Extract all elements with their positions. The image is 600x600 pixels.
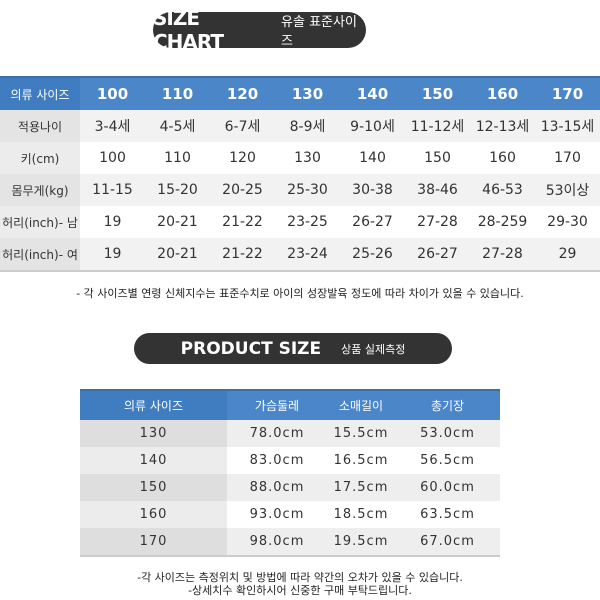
table-row: 허리(inch)- 여 19 20-21 21-22 23-24 25-26 26-27 27… (0, 238, 600, 271)
header-cell: 의류 사이즈 (0, 76, 80, 110)
table-cell: 100 (99, 150, 126, 166)
header-cell: 170 (535, 76, 600, 110)
size-chart-note: - 각 사이즈별 연령 신체지수는 표준수치로 아이의 성장발육 정도에 따라 … (76, 287, 524, 300)
table-cell: 23-24 (275, 238, 340, 271)
row-label: 적용나이 (0, 110, 80, 142)
header-cell: 의류 사이즈 (80, 389, 227, 420)
table-cell: 20-21 (157, 214, 198, 230)
row-label: 허리(inch)- 여 (0, 238, 80, 271)
table-cell: 46-53 (470, 174, 535, 206)
table-row: 170 98.0cm 19.5cm 67.0cm (80, 528, 500, 556)
table-cell: 3-4세 (80, 110, 145, 142)
header-cell: 총기장 (395, 389, 500, 420)
table-cell: 25-30 (275, 174, 340, 206)
table-cell: 23-25 (287, 214, 328, 230)
table-row: 키(cm) 100 110 120 130 140 150 160 170 (0, 142, 600, 174)
table-cell: 28-259 (477, 214, 528, 230)
header-cell: 소매길이 (327, 389, 395, 420)
table-row: 허리(inch)- 남 19 20-21 21-22 23-25 26-27 27-28 28… (0, 206, 600, 238)
table-cell: 78.0cm (227, 420, 327, 447)
header-cell: 130 (275, 76, 340, 110)
table-cell: 27-28 (470, 238, 535, 271)
table-row: 140 83.0cm 16.5cm 56.5cm (80, 447, 500, 474)
table-cell: 130 (294, 150, 321, 166)
table-cell: 15-20 (145, 174, 210, 206)
title-en: SIZE CHART (153, 6, 224, 54)
table-row: 몸무게(kg) 11-15 15-20 20-25 25-30 30-38 38-46 46-… (0, 174, 600, 206)
table-cell: 83.0cm (249, 453, 305, 468)
table-cell: 21-22 (210, 238, 275, 271)
table-cell: 56.5cm (420, 453, 475, 468)
table-cell: 120 (229, 150, 256, 166)
table-cell: 60.0cm (395, 474, 500, 501)
row-label: 130 (80, 420, 227, 447)
product-size-note-2: -상세치수 확인하시어 신중한 구매 부탁드립니다. (188, 584, 412, 597)
title-ko: 유솔 표준사이즈 (281, 15, 357, 49)
title-ko: 상품 실제측정 (341, 342, 406, 356)
table-cell: 38-46 (405, 174, 470, 206)
table-cell: 93.0cm (249, 507, 305, 522)
table-cell: 15.5cm (327, 420, 395, 447)
table-cell: 4-5세 (145, 110, 210, 142)
table-cell: 9-10세 (340, 110, 405, 142)
table-cell: 19 (80, 238, 145, 271)
table-row: 적용나이 3-4세 4-5세 6-7세 8-9세 9-10세 11-12세 12-13세 13-… (0, 110, 600, 142)
table-cell: 88.0cm (227, 474, 327, 501)
table-cell: 16.5cm (333, 453, 389, 468)
title-en: PRODUCT SIZE (180, 338, 322, 359)
table-row: 160 93.0cm 18.5cm 63.5cm (80, 501, 500, 528)
row-label: 몸무게(kg) (0, 174, 80, 206)
table-cell: 12-13세 (470, 110, 535, 142)
table-row: 130 78.0cm 15.5cm 53.0cm (80, 420, 500, 447)
table-cell: 110 (164, 150, 191, 166)
table-cell: 53.0cm (395, 420, 500, 447)
header-cell: 150 (405, 76, 470, 110)
header-cell: 120 (210, 76, 275, 110)
table-cell: 30-38 (340, 174, 405, 206)
table-cell: 19 (103, 214, 122, 230)
table-cell: 29-30 (547, 214, 588, 230)
table-cell: 98.0cm (227, 528, 327, 556)
header-cell: 110 (145, 76, 210, 110)
table-cell: 21-22 (222, 214, 263, 230)
row-label: 허리(inch)- 남 (0, 206, 80, 238)
table-cell: 27-28 (417, 214, 458, 230)
row-label: 150 (80, 474, 227, 501)
size-chart-title: SIZE CHART 유솔 표준사이즈 (153, 6, 366, 54)
table-cell: 25-26 (340, 238, 405, 271)
table-cell: 11-15 (80, 174, 145, 206)
table-cell: 140 (359, 150, 386, 166)
table-cell: 63.5cm (420, 507, 475, 522)
row-label: 170 (80, 528, 227, 556)
table-cell: 17.5cm (327, 474, 395, 501)
product-size-table: 의류 사이즈 가슴둘레 소매길이 총기장 130 78.0cm 15.5cm 53.0cm 1… (80, 389, 500, 557)
table-cell: 20-25 (210, 174, 275, 206)
table-cell: 11-12세 (405, 110, 470, 142)
table-cell: 26-27 (405, 238, 470, 271)
row-label: 160 (80, 501, 227, 528)
header-cell: 100 (80, 76, 145, 110)
size-chart-table: 의류 사이즈 100 110 120 130 140 150 160 170 적용나이 3-4세 4… (0, 76, 600, 272)
table-cell: 8-9세 (275, 110, 340, 142)
row-label: 140 (80, 447, 227, 474)
table-cell: 53이상 (535, 174, 600, 206)
table-row: 150 88.0cm 17.5cm 60.0cm (80, 474, 500, 501)
product-size-note-1: -각 사이즈는 측정위치 및 방법에 따라 약간의 오차가 있을 수 있습니다. (137, 571, 463, 584)
table-cell: 160 (489, 150, 516, 166)
table-cell: 170 (554, 150, 581, 166)
table-cell: 19.5cm (327, 528, 395, 556)
table-cell: 18.5cm (333, 507, 389, 522)
header-cell: 160 (470, 76, 535, 110)
product-size-title: PRODUCT SIZE 상품 실제측정 (134, 333, 452, 364)
header-cell: 가슴둘레 (227, 389, 327, 420)
table-cell: 6-7세 (210, 110, 275, 142)
header-cell: 140 (340, 76, 405, 110)
row-label: 키(cm) (0, 142, 80, 174)
table-cell: 26-27 (352, 214, 393, 230)
table-cell: 13-15세 (535, 110, 600, 142)
table-cell: 150 (424, 150, 451, 166)
table-cell: 29 (535, 238, 600, 271)
table-cell: 20-21 (145, 238, 210, 271)
table-cell: 67.0cm (395, 528, 500, 556)
